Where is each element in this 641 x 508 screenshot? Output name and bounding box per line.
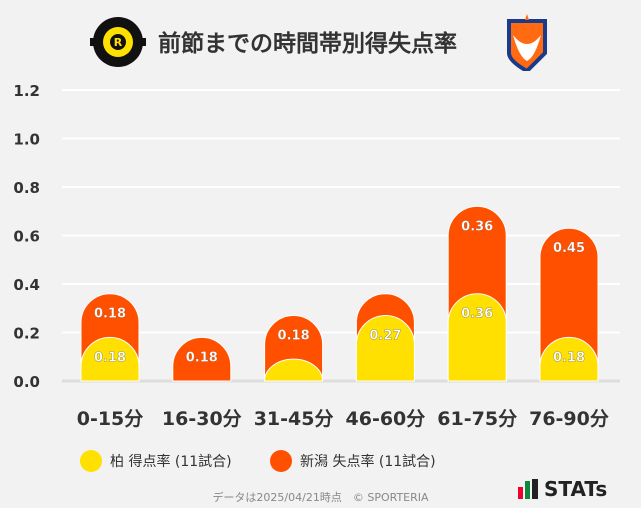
- stats-logo: STATs: [518, 477, 607, 501]
- y-tick-label: 1.2: [13, 82, 40, 100]
- x-tick-label: 46-60分: [346, 408, 426, 430]
- bar-kashiwa-scored: [355, 315, 415, 382]
- legend-swatch: [270, 450, 292, 472]
- data-label-niigata: 0.36: [461, 219, 493, 234]
- data-label-niigata: 0.18: [278, 329, 310, 344]
- data-label-niigata: 0.45: [553, 241, 585, 256]
- y-tick-label: 0.4: [13, 276, 40, 294]
- x-tick-label: 31-45分: [254, 408, 334, 430]
- brand-name: STATs: [544, 477, 608, 501]
- x-tick-label: 16-30分: [162, 408, 242, 430]
- legend-swatch: [80, 450, 102, 472]
- bar-kashiwa-scored: [80, 336, 140, 382]
- kashiwa-logo: R: [90, 17, 146, 67]
- albirex-logo: [507, 14, 547, 71]
- bar-kashiwa-scored: [539, 336, 599, 382]
- legend-label: 新潟 失点率 (11試合): [300, 454, 436, 470]
- bar-kashiwa-scored: [447, 293, 507, 382]
- legend-label: 柏 得点率 (11試合): [110, 454, 232, 470]
- legend-item-niigata: 新潟 失点率 (11試合): [270, 450, 436, 472]
- y-tick-label: 1.0: [13, 131, 40, 149]
- data-label-kashiwa: 0.27: [369, 329, 401, 344]
- chart-title: 前節までの時間帯別得失点率: [158, 31, 457, 57]
- y-tick-label: 0.0: [13, 373, 40, 391]
- svg-text:R: R: [114, 36, 123, 49]
- x-tick-label: 61-75分: [437, 408, 517, 430]
- data-label-kashiwa: 0.18: [94, 350, 126, 365]
- y-tick-label: 0.2: [13, 325, 40, 343]
- bar-kashiwa-scored: [264, 358, 324, 382]
- stats-bars-icon: [518, 479, 538, 499]
- x-tick-label: 76-90分: [529, 408, 609, 430]
- data-label-niigata: 0.18: [94, 307, 126, 322]
- y-tick-label: 0.6: [13, 228, 40, 246]
- data-label-kashiwa: 0.36: [461, 307, 493, 322]
- footer-credit: データは2025/04/21時点 © SPORTERIA: [212, 491, 429, 504]
- y-tick-label: 0.8: [13, 179, 40, 197]
- x-tick-label: 0-15分: [77, 408, 144, 430]
- data-label-niigata: 0.18: [186, 350, 218, 365]
- bar-niigata-conceded: [172, 336, 232, 382]
- data-label-kashiwa: 0.18: [553, 350, 585, 365]
- legend-item-kashiwa: 柏 得点率 (11試合): [80, 450, 232, 472]
- bar-chart: 0.0 0.2 0.4 0.6 0.8 1.0 1.2 0.18 0.18 0-15分 0.18 16…: [13, 82, 620, 430]
